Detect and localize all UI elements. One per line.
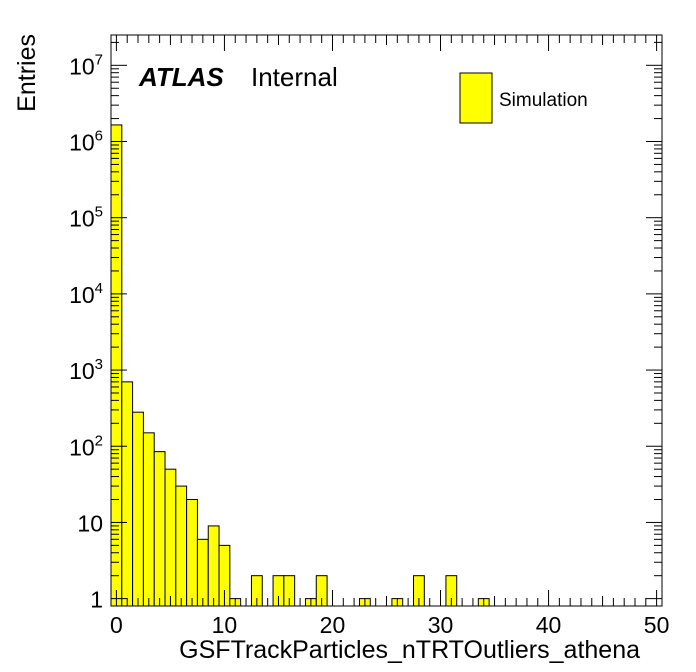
histogram-bar	[196, 538, 209, 607]
x-tick-label: 20	[320, 612, 346, 638]
x-tick-label: 0	[110, 612, 123, 638]
y-tick-label: 105	[69, 204, 103, 232]
y-tick-label: 107	[69, 51, 103, 79]
internal-label: Internal	[251, 62, 338, 92]
legend-swatch	[459, 72, 493, 124]
y-tick-label: 103	[69, 356, 103, 384]
axis-ticks	[111, 35, 662, 606]
histogram-bar	[186, 499, 198, 607]
legend-label: Simulation	[499, 90, 588, 111]
y-tick-label: 104	[69, 280, 103, 308]
x-tick-label: 40	[536, 612, 562, 638]
histogram-bar	[132, 411, 144, 607]
histogram-bar	[142, 432, 155, 607]
histogram-bar	[207, 525, 220, 607]
y-tick-labels: 1 10 102 103 104 105 106 107	[69, 51, 103, 612]
x-axis-title: GSFTrackParticles_nTRTOutliers_athena	[179, 636, 640, 664]
x-tick-label: 30	[428, 612, 454, 638]
y-tick-label: 102	[69, 432, 103, 460]
atlas-label: ATLAS	[138, 62, 224, 92]
y-tick-label: 10	[77, 510, 103, 536]
histogram-bar	[153, 451, 166, 607]
y-axis-title: Entries	[13, 34, 41, 112]
x-tick-labels: 0 10 20 30 40 50	[110, 612, 669, 638]
histogram-bars	[110, 124, 490, 607]
y-tick-label: 106	[69, 128, 103, 156]
x-tick-label: 10	[212, 612, 238, 638]
x-tick-label: 50	[644, 612, 670, 638]
histogram-bar	[164, 468, 177, 607]
histogram-bar	[175, 485, 188, 607]
y-tick-label: 1	[90, 587, 103, 613]
histogram-bar	[121, 381, 134, 607]
